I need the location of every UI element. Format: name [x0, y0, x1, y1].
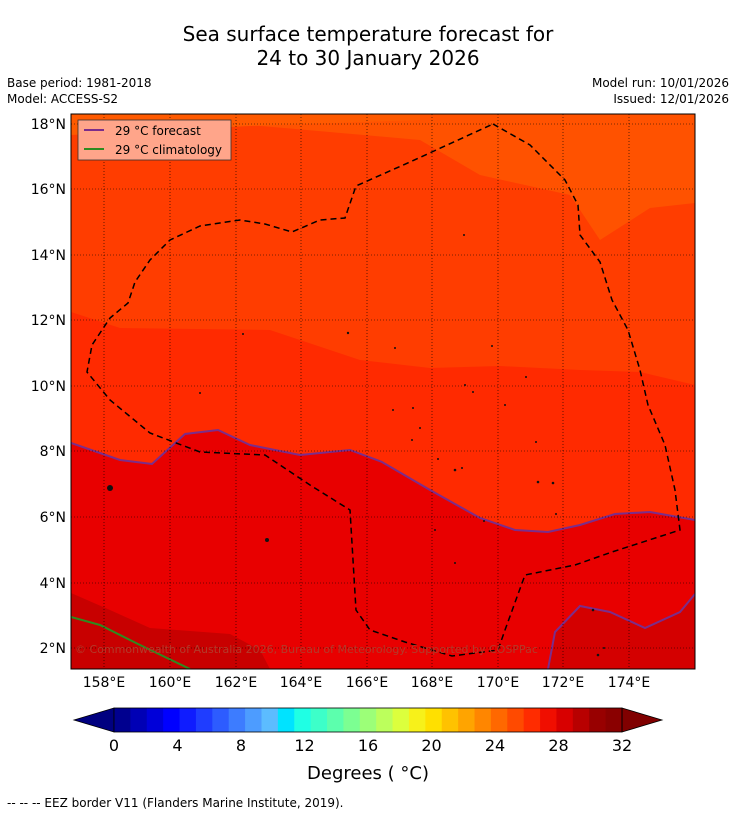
band-30-31-sw — [71, 593, 270, 669]
footer-note: -- -- -- EEZ border V11 (Flanders Marine… — [7, 796, 344, 810]
colorbar-tick: 28 — [548, 736, 568, 755]
colorbar-cell — [310, 708, 328, 732]
colorbar-cell — [589, 708, 607, 732]
band-30-31-se — [548, 594, 695, 669]
lon-label: 174°E — [608, 675, 651, 691]
forecast-contour — [71, 428, 695, 534]
colorbar-ticks: 0 4 8 12 16 20 24 28 32 — [109, 736, 632, 755]
band-26-27 — [71, 114, 695, 240]
lat-axis: 18°N 16°N 14°N 12°N 10°N 8°N 6°N 4°N 2°N — [31, 117, 66, 657]
forecast-contour-south — [547, 593, 695, 669]
colorbar-tick: 0 — [109, 736, 119, 755]
colorbar-cell — [458, 708, 476, 732]
colorbar-cell — [572, 708, 590, 732]
lon-axis: 158°E 160°E 162°E 164°E 166°E 168°E 170°… — [83, 675, 651, 691]
colorbar-tick: 4 — [172, 736, 182, 755]
colorbar-cell — [146, 708, 164, 732]
eez-border — [86, 123, 681, 657]
colorbar-cell — [392, 708, 410, 732]
lat-label: 4°N — [40, 576, 66, 592]
lon-label: 166°E — [346, 675, 389, 691]
lat-label: 10°N — [31, 379, 66, 395]
lon-label: 158°E — [83, 675, 126, 691]
model-run: Model run: 10/01/2026 — [591, 76, 729, 90]
islands — [107, 234, 605, 657]
colorbar-cell — [490, 708, 508, 732]
colorbar-cell — [179, 708, 197, 732]
meta-right: Model run: 10/01/2026 Issued: 12/01/2026 — [592, 75, 729, 107]
lat-label: 2°N — [40, 641, 66, 657]
legend-box — [77, 119, 232, 161]
graticule — [71, 114, 695, 669]
lon-label: 170°E — [477, 675, 520, 691]
colorbar-cell — [294, 708, 312, 732]
colorbar-cell — [195, 708, 213, 732]
colorbar-high-arrow — [621, 707, 664, 733]
lat-label: 18°N — [31, 117, 66, 133]
lon-label: 172°E — [542, 675, 585, 691]
map-frame — [70, 113, 696, 670]
colorbar-cell — [523, 708, 541, 732]
colorbar-cell — [114, 708, 131, 732]
colorbar-cells — [114, 708, 623, 732]
colorbar-cell — [425, 708, 443, 732]
colorbar-cell — [359, 708, 377, 732]
lon-label: 162°E — [215, 675, 258, 691]
colorbar-cell — [540, 708, 557, 732]
title-line-2: 24 to 30 January 2026 — [256, 46, 480, 70]
lat-label: 16°N — [31, 182, 66, 198]
lat-label: 12°N — [31, 313, 66, 329]
colorbar-cell — [343, 708, 361, 732]
legend-climatology-label: 29 °C climatology — [115, 143, 222, 157]
lon-label: 160°E — [149, 675, 192, 691]
colorbar-frame — [113, 707, 623, 733]
colorbar-cell — [408, 708, 426, 732]
lon-label: 164°E — [280, 675, 323, 691]
copyright-text: © Commonwealth of Australia 2026, Bureau… — [75, 643, 538, 656]
map-title: Sea surface temperature forecast for 24 … — [0, 22, 736, 70]
colorbar: 0 4 8 12 16 20 24 28 32 — [72, 707, 664, 755]
colorbar-tick: 32 — [612, 736, 632, 755]
issued-date: Issued: 12/01/2026 — [613, 92, 729, 106]
colorbar-cell — [441, 708, 459, 732]
base-period: Base period: 1981-2018 — [7, 76, 152, 90]
colorbar-cell — [605, 708, 623, 732]
colorbar-tick: 16 — [358, 736, 378, 755]
colorbar-cell — [130, 708, 148, 732]
colorbar-cell — [212, 708, 230, 732]
colorbar-cell — [474, 708, 492, 732]
colorbar-cell — [228, 708, 246, 732]
lon-label: 168°E — [411, 675, 454, 691]
colorbar-low-arrow — [72, 707, 115, 733]
model-name: Model: ACCESS-S2 — [7, 92, 119, 106]
colorbar-tick: 8 — [236, 736, 246, 755]
colorbar-cell — [261, 708, 279, 732]
band-29-30 — [71, 430, 695, 669]
colorbar-cell — [327, 708, 344, 732]
sst-map: © Commonwealth of Australia 2026, Bureau… — [71, 114, 695, 669]
colorbar-tick: 20 — [421, 736, 441, 755]
colorbar-cell — [277, 708, 295, 732]
colorbar-tick: 12 — [294, 736, 314, 755]
colorbar-cell — [163, 708, 181, 732]
climatology-contour — [71, 616, 191, 669]
legend: 29 °C forecast 29 °C climatology — [77, 119, 232, 161]
colorbar-tick: 24 — [485, 736, 505, 755]
legend-forecast-label: 29 °C forecast — [115, 124, 201, 138]
colorbar-cell — [556, 708, 574, 732]
colorbar-label: Degrees ( °C) — [307, 763, 429, 784]
colorbar-cell — [245, 708, 262, 732]
lat-label: 6°N — [40, 510, 66, 526]
colorbar-cell — [376, 708, 394, 732]
title-line-1: Sea surface temperature forecast for — [182, 22, 554, 46]
lat-label: 8°N — [40, 444, 66, 460]
lat-label: 14°N — [31, 248, 66, 264]
meta-left: Base period: 1981-2018 Model: ACCESS-S2 — [7, 75, 152, 107]
colorbar-cell — [507, 708, 525, 732]
